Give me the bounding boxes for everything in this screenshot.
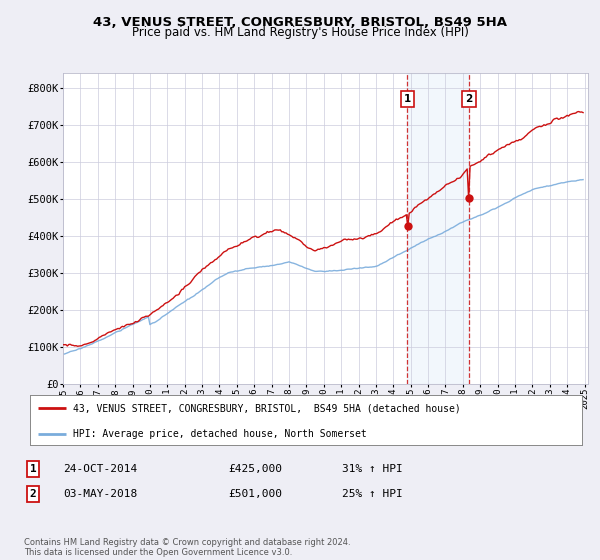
Text: 31% ↑ HPI: 31% ↑ HPI (342, 464, 403, 474)
Text: 1: 1 (29, 464, 37, 474)
Text: 03-MAY-2018: 03-MAY-2018 (63, 489, 137, 499)
Text: HPI: Average price, detached house, North Somerset: HPI: Average price, detached house, Nort… (73, 429, 367, 439)
Text: £501,000: £501,000 (228, 489, 282, 499)
Text: 2: 2 (29, 489, 37, 499)
Text: 1: 1 (404, 94, 411, 104)
Text: Contains HM Land Registry data © Crown copyright and database right 2024.
This d: Contains HM Land Registry data © Crown c… (24, 538, 350, 557)
Bar (407, 73, 469, 384)
Text: 24-OCT-2014: 24-OCT-2014 (63, 464, 137, 474)
Text: Price paid vs. HM Land Registry's House Price Index (HPI): Price paid vs. HM Land Registry's House … (131, 26, 469, 39)
Text: 25% ↑ HPI: 25% ↑ HPI (342, 489, 403, 499)
Text: 43, VENUS STREET, CONGRESBURY, BRISTOL,  BS49 5HA (detached house): 43, VENUS STREET, CONGRESBURY, BRISTOL, … (73, 403, 461, 413)
Text: 43, VENUS STREET, CONGRESBURY, BRISTOL, BS49 5HA: 43, VENUS STREET, CONGRESBURY, BRISTOL, … (93, 16, 507, 29)
Text: £425,000: £425,000 (228, 464, 282, 474)
Text: 2: 2 (465, 94, 472, 104)
